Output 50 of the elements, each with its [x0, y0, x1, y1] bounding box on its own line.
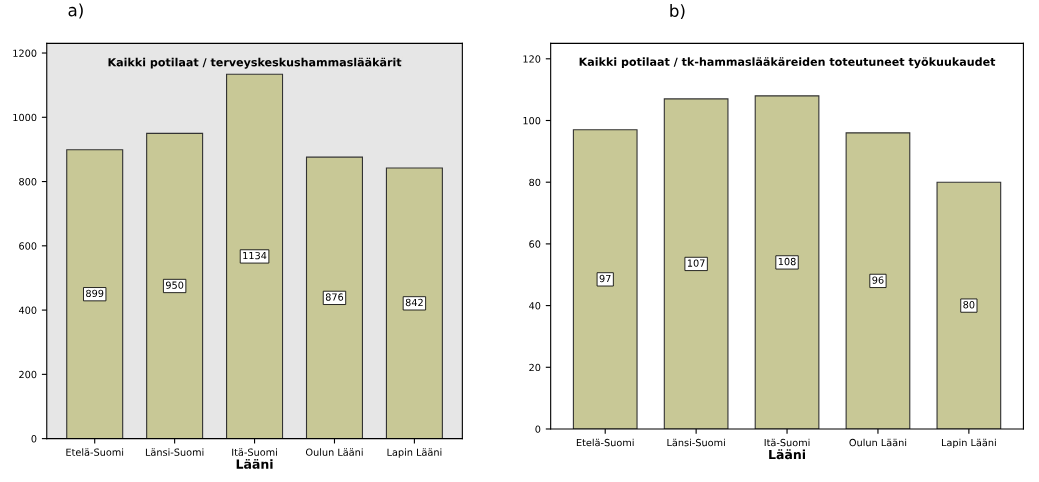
y-tick-label: 600: [19, 242, 37, 250]
x-tick-label: Lapin Lääni: [387, 448, 442, 458]
x-tick-label: Länsi-Suomi: [145, 448, 204, 456]
bar: [754, 95, 820, 429]
y-tick-label: 40: [529, 302, 541, 310]
text: Kaikki potilaat / tk-hammaslääkäreiden toteutuneet työkuukaudet: [579, 57, 996, 69]
x-axis-title: Lääni: [769, 449, 805, 460]
bar: [845, 132, 911, 429]
y-tick-label: 60: [529, 240, 541, 248]
y-tick-label: 0: [31, 435, 37, 443]
x-tick-label: Länsi-Suomi: [667, 438, 725, 447]
y-tick-label: 200: [19, 370, 37, 379]
data-label: 107: [687, 259, 705, 267]
bar: [226, 73, 284, 439]
y-tick-label: 0: [535, 425, 541, 433]
bar: [663, 98, 729, 429]
x-tick-label: Itä-Suomi: [764, 438, 810, 447]
text: b): [670, 4, 685, 19]
x-tick-label: Lapin Lääni: [941, 438, 996, 449]
bar: [305, 156, 364, 439]
data-label: 876: [325, 293, 344, 301]
text: a): [68, 3, 83, 19]
y-tick-label: 1200: [13, 49, 37, 57]
y-tick-label: 800: [19, 178, 37, 186]
bar: [66, 149, 124, 439]
y-tick-label: 100: [523, 116, 541, 125]
data-label: 96: [872, 276, 884, 284]
bar: [385, 167, 443, 439]
data-label: 97: [599, 274, 611, 283]
x-tick-label: Itä-Suomi: [232, 448, 277, 456]
x-tick-label: Etelä-Suomi: [576, 438, 634, 447]
data-label: 80: [963, 301, 975, 309]
y-tick-label: 400: [18, 306, 37, 314]
data-label: 1134: [243, 251, 267, 260]
bar: [146, 132, 204, 439]
y-tick-label: 20: [529, 363, 541, 372]
x-tick-label: Etelä-Suomi: [66, 448, 124, 456]
y-tick-label: 80: [529, 178, 541, 187]
y-tick-label: 1000: [13, 113, 37, 122]
data-label: 108: [778, 257, 796, 266]
text: Kaikki potilaat / terveyskeskushammaslääkärit: [108, 57, 402, 69]
data-label: 950: [165, 281, 184, 289]
bar: [936, 181, 1002, 429]
y-tick-label: 120: [523, 55, 541, 63]
x-axis-title: Lääni: [236, 458, 273, 469]
x-tick-label: Oulun Lääni: [305, 448, 363, 456]
bar: [572, 129, 638, 429]
data-label: 899: [86, 289, 104, 297]
x-tick-label: Oulun Lääni: [849, 438, 907, 447]
data-label: 842: [405, 298, 423, 307]
